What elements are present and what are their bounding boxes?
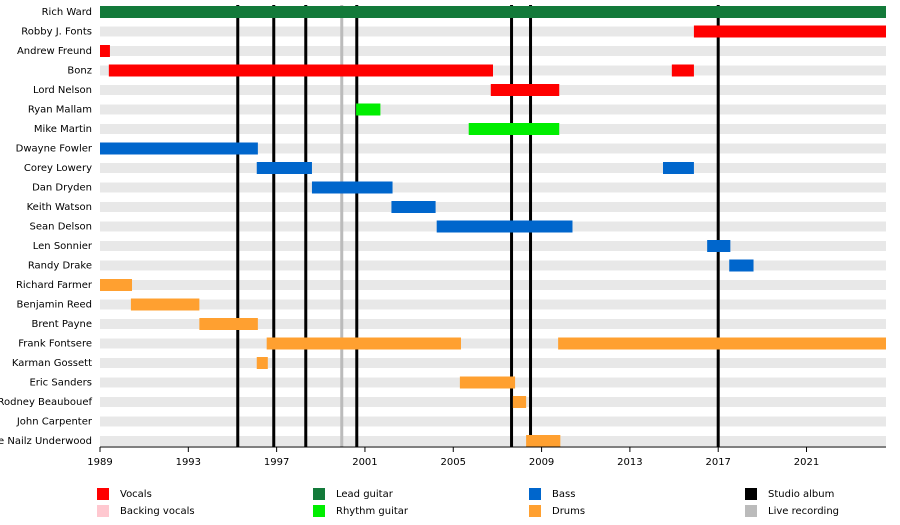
member-label: Bonz	[67, 66, 92, 77]
member-label: Corey Lowery	[24, 163, 92, 174]
row-stripe	[100, 182, 886, 193]
legend-swatch	[745, 505, 757, 517]
row-stripe	[100, 26, 886, 37]
member-label: John Carpenter	[16, 417, 93, 428]
x-tick-label: 2009	[529, 457, 554, 468]
member-bar	[311, 181, 393, 194]
member-bar	[130, 298, 200, 311]
member-bar	[512, 396, 527, 408]
member-label: Richard Farmer	[16, 280, 93, 291]
member-label: Rodney Beaubouef	[0, 397, 92, 408]
legend-label: Backing vocals	[120, 506, 195, 517]
x-tick-label: 2005	[441, 457, 466, 468]
member-label: Randy Drake	[28, 261, 92, 272]
row-stripe	[100, 358, 886, 368]
member-bar	[693, 25, 886, 38]
member-bar	[663, 162, 694, 174]
member-bar	[266, 337, 461, 350]
member-label: Keith Watson	[27, 202, 92, 213]
row-stripe	[100, 436, 886, 446]
member-bar	[436, 220, 573, 233]
legend-swatch	[313, 505, 325, 517]
legend-swatch	[529, 505, 541, 517]
row-stripe	[100, 241, 886, 251]
row-stripe	[100, 397, 886, 407]
row-stripe	[100, 338, 886, 349]
member-label: Dwayne Fowler	[16, 144, 93, 155]
row-stripe	[100, 260, 886, 271]
member-bar	[256, 357, 268, 369]
member-bar	[459, 376, 516, 389]
row-stripe	[100, 416, 886, 427]
member-bar	[100, 45, 110, 57]
row-stripe	[100, 202, 886, 212]
legend-swatch	[313, 488, 325, 500]
member-label: Sean Delson	[30, 222, 92, 233]
row-stripe	[100, 104, 886, 115]
member-bar	[356, 103, 381, 116]
member-bar	[108, 64, 494, 77]
member-bar	[199, 318, 258, 330]
member-label: Robby J. Fonts	[21, 27, 92, 38]
member-bar	[729, 259, 754, 272]
row-stripe	[100, 163, 886, 173]
legend-label: Studio album	[768, 489, 834, 500]
member-bar	[526, 435, 561, 447]
member-label: Frank Fontsere	[18, 339, 92, 350]
member-label: Brent Payne	[32, 319, 92, 330]
member-bar	[558, 337, 886, 350]
member-label: Steve Nailz Underwood	[0, 436, 92, 447]
legend-label: Bass	[552, 489, 575, 500]
legend-swatch	[97, 505, 109, 517]
member-label: Eric Sanders	[29, 378, 92, 389]
x-tick-label: 2021	[794, 457, 819, 468]
legend-label: Drums	[552, 506, 585, 517]
member-bar	[256, 162, 312, 174]
legend-label: Vocals	[120, 489, 152, 500]
legend-label: Live recording	[768, 506, 839, 517]
legend-swatch	[745, 488, 757, 500]
legend-swatch	[529, 488, 541, 500]
x-tick-label: 2017	[705, 457, 730, 468]
row-stripe	[100, 143, 886, 154]
x-tick-label: 2001	[352, 457, 377, 468]
member-label: Lord Nelson	[33, 85, 92, 96]
member-bar	[490, 84, 560, 96]
row-stripe	[100, 280, 886, 290]
x-tick-label: 1993	[176, 457, 201, 468]
legend-swatch	[97, 488, 109, 500]
x-tick-label: 1997	[264, 457, 289, 468]
member-label: Mike Martin	[34, 124, 92, 135]
member-bar	[707, 240, 731, 252]
member-label: Karman Gossett	[12, 358, 92, 369]
member-bar	[100, 279, 133, 291]
x-tick-label: 1989	[87, 457, 112, 468]
member-label: Len Sonnier	[33, 241, 93, 252]
legend-label: Rhythm guitar	[336, 506, 409, 517]
member-bar	[468, 123, 560, 135]
member-label: Dan Dryden	[32, 183, 92, 194]
x-tick-label: 2013	[617, 457, 642, 468]
member-bar	[391, 201, 436, 213]
member-bar	[100, 6, 886, 18]
member-label: Rich Ward	[42, 7, 92, 18]
row-stripe	[100, 299, 886, 310]
member-bar	[671, 64, 694, 77]
member-label: Benjamin Reed	[17, 300, 92, 311]
member-bar	[100, 142, 258, 155]
row-stripe	[100, 46, 886, 56]
member-label: Ryan Mallam	[28, 105, 92, 116]
member-label: Andrew Freund	[17, 46, 92, 57]
row-stripe	[100, 319, 886, 329]
legend-label: Lead guitar	[336, 489, 394, 500]
